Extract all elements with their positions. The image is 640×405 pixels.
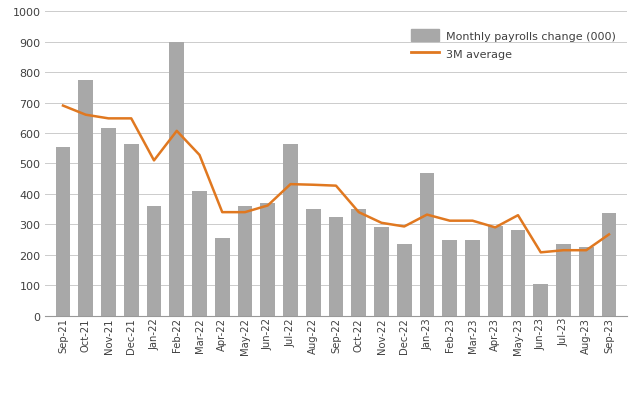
Bar — [511, 231, 525, 316]
Bar — [192, 192, 207, 316]
Bar — [488, 227, 502, 316]
Bar — [124, 144, 139, 316]
Bar — [215, 239, 230, 316]
Legend: Monthly payrolls change (000), 3M average: Monthly payrolls change (000), 3M averag… — [408, 27, 619, 63]
Bar — [442, 241, 457, 316]
Bar — [420, 173, 435, 316]
Bar — [465, 241, 480, 316]
Bar — [283, 144, 298, 316]
Bar — [397, 245, 412, 316]
Bar — [351, 210, 366, 316]
Bar — [579, 247, 594, 316]
Bar — [602, 214, 616, 316]
Bar — [170, 43, 184, 316]
Bar — [237, 207, 252, 316]
Bar — [56, 147, 70, 316]
Bar — [147, 207, 161, 316]
Bar — [306, 210, 321, 316]
Bar — [328, 217, 344, 316]
Bar — [556, 244, 571, 316]
Bar — [374, 228, 389, 316]
Bar — [101, 129, 116, 316]
Bar — [533, 284, 548, 316]
Bar — [78, 81, 93, 316]
Bar — [260, 203, 275, 316]
